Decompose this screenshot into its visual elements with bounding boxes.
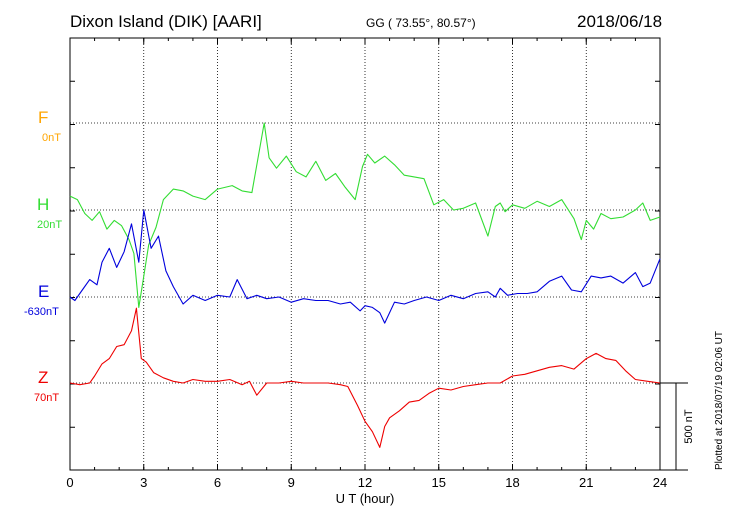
series-offset-z: 70nT [34,392,60,404]
series-label-h: H [37,195,50,214]
series-label-f: F [38,108,49,127]
series-label-e: E [38,282,50,301]
x-tick-label-12: 12 [358,475,372,490]
series-offset-e: -630nT [24,306,59,318]
x-axis-label: U T (hour) [336,491,395,506]
x-tick-label-3: 3 [140,475,147,490]
series-label-z: Z [38,368,49,387]
series-line-z [69,307,661,448]
series-offset-h: 20nT [37,219,63,231]
x-tick-label-24: 24 [653,475,667,490]
series-layer [69,122,661,448]
x-tick-label-6: 6 [214,475,221,490]
x-tick-label-0: 0 [66,475,73,490]
coordinates-label: GG ( 73.55°, 80.57°) [366,16,476,30]
station-title: Dixon Island (DIK) [AARI] [70,12,262,31]
series-offset-f: 0nT [42,132,61,144]
series-line-h [69,122,661,308]
x-tick-label-15: 15 [432,475,446,490]
series-line-e [69,209,661,324]
x-tick-label-9: 9 [288,475,295,490]
scale-bar-label: 500 nT [683,409,695,444]
x-tick-label-18: 18 [505,475,519,490]
x-tick-label-21: 21 [579,475,593,490]
x-axis: 0 3 6 9 12 15 18 21 24 U T (hour) [66,38,667,506]
grid-lines [70,38,660,470]
scale-bar: 500 nT [660,382,695,471]
date-label: 2018/06/18 [577,12,663,31]
